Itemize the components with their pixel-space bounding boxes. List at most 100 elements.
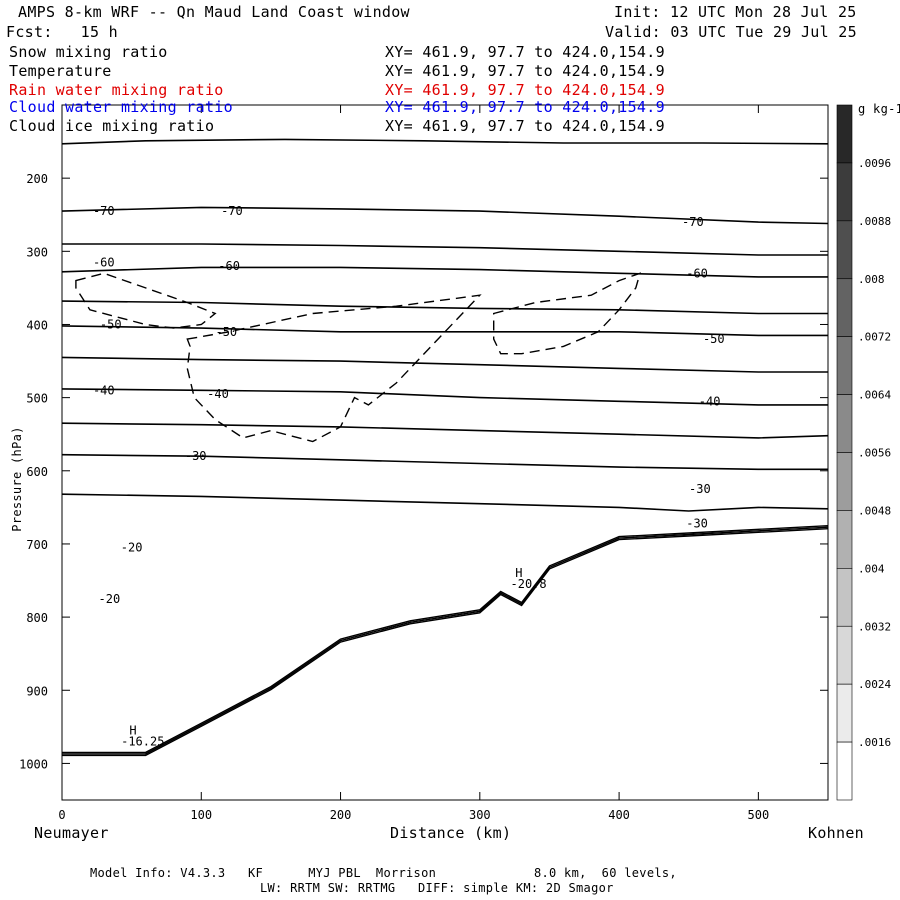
colorbar: .0096 .0088 .008 .0072 .0064 .0056 .0048 .004 .0… (836, 104, 891, 801)
y-tick-label: 500 (26, 392, 48, 406)
temperature-contours (61, 138, 829, 512)
y-tick-label: 700 (26, 538, 48, 552)
colorbar-swatch (836, 162, 853, 222)
colorbar-label: .0088 (858, 215, 891, 228)
y-tick-label: 600 (26, 465, 48, 479)
init-time: Init: 12 UTC Mon 28 Jul 25 (614, 3, 857, 21)
colorbar-swatch (836, 104, 853, 164)
colorbar-swatch (836, 452, 853, 511)
colorbar-swatch (836, 683, 853, 743)
contour-label: -70 (93, 204, 115, 218)
contour-labels: -70 -70 -70 -60 -60 -60 -50 -50 -50 -40 -40 -40 -30 -… (93, 204, 725, 748)
isotherm-line (61, 453, 828, 471)
colorbar-label: .0056 (858, 447, 891, 460)
colorbar-unit: g kg-1 (858, 102, 900, 116)
field-xy-rain: XY= 461.9, 97.7 to 424.0,154.9 (385, 81, 665, 99)
isotherm-line (61, 325, 828, 337)
x-axis-label: Distance (km) (390, 824, 512, 842)
cloud-ice-contour (186, 294, 482, 443)
field-name-rain: Rain water mixing ratio (9, 81, 224, 99)
isotherm-line (61, 493, 829, 512)
x-tick-label: 300 (469, 808, 491, 822)
field-name-temp: Temperature (9, 62, 112, 80)
contour-label: -30 (689, 482, 711, 496)
x-end-label: Kohnen (808, 824, 864, 842)
y-tick-label: 1000 (19, 757, 48, 771)
y-tick-label: 300 (26, 245, 48, 259)
cloud-ice-contour (493, 272, 642, 355)
colorbar-swatch (836, 220, 853, 280)
contour-label: -40 (699, 394, 721, 408)
contour-label: H (515, 566, 522, 580)
colorbar-label: .0032 (858, 620, 891, 633)
terrain-contour (62, 526, 829, 755)
contour-label: -16.25 (121, 734, 164, 748)
x-tick-label: 100 (190, 808, 212, 822)
valid-time: Valid: 03 UTC Tue 29 Jul 25 (605, 23, 857, 41)
isotherm-line (62, 243, 828, 256)
field-xy-cloudice: XY= 461.9, 97.7 to 424.0,154.9 (385, 117, 665, 135)
y-tick-label: 800 (26, 611, 48, 625)
isotherm-line (61, 300, 828, 315)
colorbar-label: .0016 (858, 736, 891, 749)
contour-label: -20.8 (511, 577, 547, 591)
contour-label: -40 (93, 383, 115, 397)
colorbar-label: .0072 (858, 331, 891, 344)
forecast-hour: Fcst: 15 h (6, 23, 118, 41)
colorbar-swatch (836, 336, 853, 395)
y-tick-label: 200 (26, 172, 48, 186)
contour-label: -30 (185, 449, 207, 463)
contour-label: -60 (93, 255, 115, 269)
x-tick-label: 500 (748, 808, 770, 822)
isotherm-line (61, 388, 828, 406)
colorbar-swatch (836, 510, 853, 569)
contour-label: -20 (99, 592, 121, 606)
y-tick-label: 400 (26, 318, 48, 332)
colorbar-swatch (836, 568, 853, 627)
colorbar-label: .0024 (858, 678, 891, 691)
colorbar-label: .008 (858, 273, 885, 286)
field-name-cloudwater: Cloud water mixing ratio (9, 98, 233, 116)
model-info-2: LW: RRTM SW: RRTMG DIFF: simple KM: 2D S… (260, 881, 614, 895)
isotherm-line (61, 138, 829, 145)
contour-label: -30 (686, 516, 708, 530)
contour-label: -70 (221, 204, 243, 218)
colorbar-label: .004 (858, 562, 885, 575)
x-tick-label: 0 (58, 808, 65, 822)
x-tick-label: 200 (330, 808, 352, 822)
field-xy-snow: XY= 461.9, 97.7 to 424.0,154.9 (385, 43, 665, 61)
colorbar-label: .0096 (858, 157, 891, 170)
y-axis-label: Pressure (hPa) (10, 426, 24, 532)
isotherm-line (61, 266, 828, 278)
contour-label: -60 (218, 259, 240, 273)
x-tick-label: 400 (608, 808, 630, 822)
field-xy-temp: XY= 461.9, 97.7 to 424.0,154.9 (385, 62, 665, 80)
isotherm-line (61, 356, 828, 373)
contour-label: -60 (686, 266, 708, 280)
contour-label: -70 (682, 215, 704, 229)
field-xy-cloudwater: XY= 461.9, 97.7 to 424.0,154.9 (385, 98, 665, 116)
contour-label: -50 (215, 325, 237, 339)
colorbar-swatch (836, 741, 853, 801)
cloud-ice-contour (75, 272, 217, 329)
isotherm-line (61, 206, 829, 225)
field-name-snow: Snow mixing ratio (9, 43, 168, 61)
colorbar-label: .0064 (858, 389, 891, 402)
model-info: Model Info: V4.3.3 KF MYJ PBL Morrison 8… (90, 866, 677, 880)
plot-frame (61, 104, 829, 801)
y-tick-label: 900 (26, 684, 48, 698)
plot-title: AMPS 8-km WRF -- Qn Maud Land Coast wind… (18, 3, 410, 21)
field-name-cloudice: Cloud ice mixing ratio (9, 117, 215, 135)
contour-label: -40 (207, 387, 229, 401)
terrain-lines (62, 525, 829, 757)
colorbar-label: .0048 (858, 504, 891, 517)
axes-ticks: 0 100 200 300 400 500 200 300 400 500 600 700 800 900… (19, 105, 828, 822)
x-start-label: Neumayer (34, 824, 109, 842)
contour-label: -20 (121, 541, 143, 555)
colorbar-swatch (836, 278, 853, 337)
contour-label: H (129, 724, 136, 738)
isotherm-line (61, 422, 829, 439)
terrain-contour (62, 528, 829, 757)
cloud-ice-contours (75, 272, 642, 443)
